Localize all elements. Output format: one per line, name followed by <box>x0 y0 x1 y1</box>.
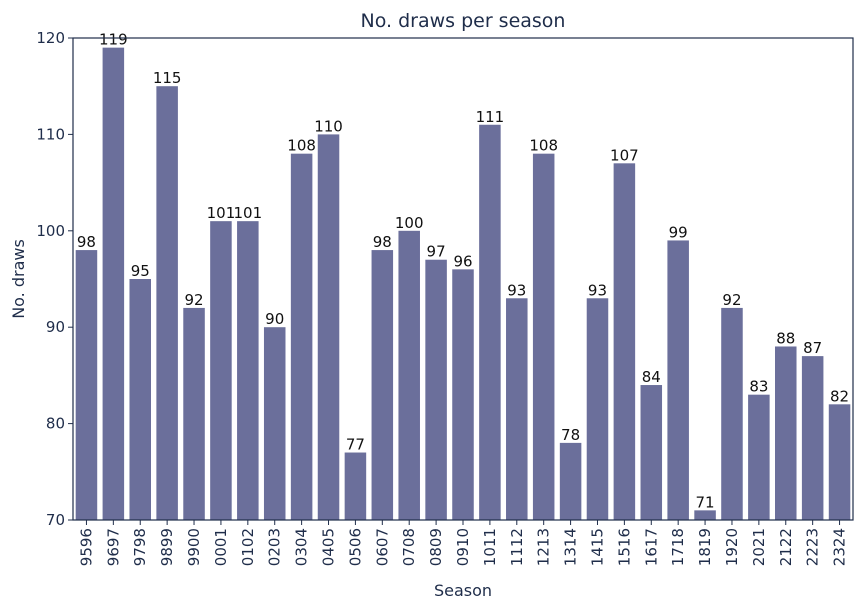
y-tick-label-70: 70 <box>46 511 65 529</box>
bar-2122 <box>775 346 797 520</box>
data-label-0506: 77 <box>346 436 365 454</box>
bar-9596 <box>75 250 98 520</box>
x-tick-label-0203: 0203 <box>266 528 284 566</box>
x-tick-label-1920: 1920 <box>723 528 741 566</box>
x-tick-label-0001: 0001 <box>212 528 230 566</box>
x-tick-label-1011: 1011 <box>481 528 499 566</box>
data-label-2324: 82 <box>830 387 849 405</box>
bar-1920 <box>721 307 743 520</box>
y-tick-label-120: 120 <box>36 29 65 47</box>
x-tick-label-1213: 1213 <box>535 528 553 566</box>
bar-9798 <box>129 279 151 520</box>
bar-2223 <box>801 356 824 520</box>
bar-0809 <box>425 259 447 520</box>
bar-1516 <box>613 163 636 520</box>
data-label-2021: 83 <box>749 378 768 396</box>
x-tick-label-0405: 0405 <box>320 528 338 566</box>
data-label-0607: 98 <box>373 233 392 251</box>
data-label-1415: 93 <box>588 281 607 299</box>
x-tick-label-9596: 9596 <box>77 528 95 566</box>
x-tick-label-1415: 1415 <box>588 528 606 566</box>
data-label-0809: 97 <box>427 243 446 261</box>
bar-1213 <box>532 153 555 520</box>
x-tick-label-0910: 0910 <box>454 528 472 566</box>
bar-0203 <box>263 327 286 520</box>
data-label-9900: 92 <box>184 291 203 309</box>
bar-0102 <box>237 221 259 520</box>
data-label-9697: 119 <box>99 31 128 49</box>
data-label-1819: 71 <box>696 493 715 511</box>
data-label-9899: 115 <box>153 69 182 87</box>
data-label-0001: 101 <box>207 204 236 222</box>
data-label-1314: 78 <box>561 426 580 444</box>
bar-0001 <box>210 221 232 520</box>
x-tick-label-0607: 0607 <box>373 528 391 566</box>
data-label-1920: 92 <box>722 291 741 309</box>
x-axis-label: Season <box>434 581 492 600</box>
x-tick-label-2324: 2324 <box>831 528 849 566</box>
bar-1819 <box>694 510 716 520</box>
bar-1011 <box>479 124 501 520</box>
chart-title: No. draws per season <box>361 10 566 32</box>
data-label-1516: 107 <box>610 146 639 164</box>
x-tick-label-1617: 1617 <box>642 528 660 566</box>
x-tick-label-0708: 0708 <box>400 528 418 566</box>
bar-2324 <box>828 404 851 520</box>
x-tick-label-0809: 0809 <box>427 528 445 566</box>
data-label-0708: 100 <box>395 214 424 232</box>
bar-0708 <box>398 230 420 521</box>
x-tick-label-1718: 1718 <box>669 528 687 566</box>
data-label-0102: 101 <box>234 204 263 222</box>
x-tick-label-9697: 9697 <box>104 528 122 566</box>
data-label-9596: 98 <box>77 233 96 251</box>
data-label-0405: 110 <box>314 117 343 135</box>
bar-9899 <box>156 86 178 520</box>
data-label-0203: 90 <box>265 310 284 328</box>
x-tick-label-0102: 0102 <box>239 528 257 566</box>
data-label-1617: 84 <box>642 368 661 386</box>
bar-9697 <box>102 47 125 520</box>
x-tick-label-1516: 1516 <box>615 528 633 566</box>
bar-0607 <box>371 250 394 520</box>
bar-0910 <box>452 269 474 520</box>
data-label-2223: 87 <box>803 339 822 357</box>
bar-1112 <box>506 298 528 520</box>
x-tick-label-1112: 1112 <box>508 528 526 566</box>
x-tick-label-0304: 0304 <box>293 528 311 566</box>
y-tick-label-90: 90 <box>46 318 65 336</box>
data-label-2122: 88 <box>776 329 795 347</box>
x-tick-label-2021: 2021 <box>750 528 768 566</box>
bar-0304 <box>290 153 313 520</box>
bar-0506 <box>344 452 367 520</box>
data-label-0910: 96 <box>453 252 472 270</box>
x-tick-label-9899: 9899 <box>158 528 176 566</box>
x-tick-label-1314: 1314 <box>562 528 580 566</box>
x-tick-label-9900: 9900 <box>185 528 203 566</box>
bar-0405 <box>317 134 340 520</box>
bar-1718 <box>667 240 689 520</box>
data-label-0304: 108 <box>287 137 316 155</box>
bar-1617 <box>640 385 663 520</box>
data-label-1011: 111 <box>476 108 505 126</box>
y-tick-label-110: 110 <box>36 125 65 143</box>
x-tick-label-0506: 0506 <box>346 528 364 566</box>
plot-frame <box>72 37 854 521</box>
y-tick-label-80: 80 <box>46 415 65 433</box>
y-tick-label-100: 100 <box>36 222 65 240</box>
plot-area: 9895961199697959798115989992990010100011… <box>36 29 851 566</box>
data-label-9798: 95 <box>131 262 150 280</box>
bar-1314 <box>559 442 582 520</box>
bar-1415 <box>586 298 609 520</box>
y-axis-label: No. draws <box>9 239 28 319</box>
x-tick-label-1819: 1819 <box>696 528 714 566</box>
data-label-1112: 93 <box>507 281 526 299</box>
data-label-1718: 99 <box>669 223 688 241</box>
bar-9900 <box>183 307 205 520</box>
bar-2021 <box>748 394 770 520</box>
x-tick-label-2223: 2223 <box>804 528 822 566</box>
x-tick-label-9798: 9798 <box>131 528 149 566</box>
data-label-1213: 108 <box>529 137 558 155</box>
x-tick-label-2122: 2122 <box>777 528 795 566</box>
